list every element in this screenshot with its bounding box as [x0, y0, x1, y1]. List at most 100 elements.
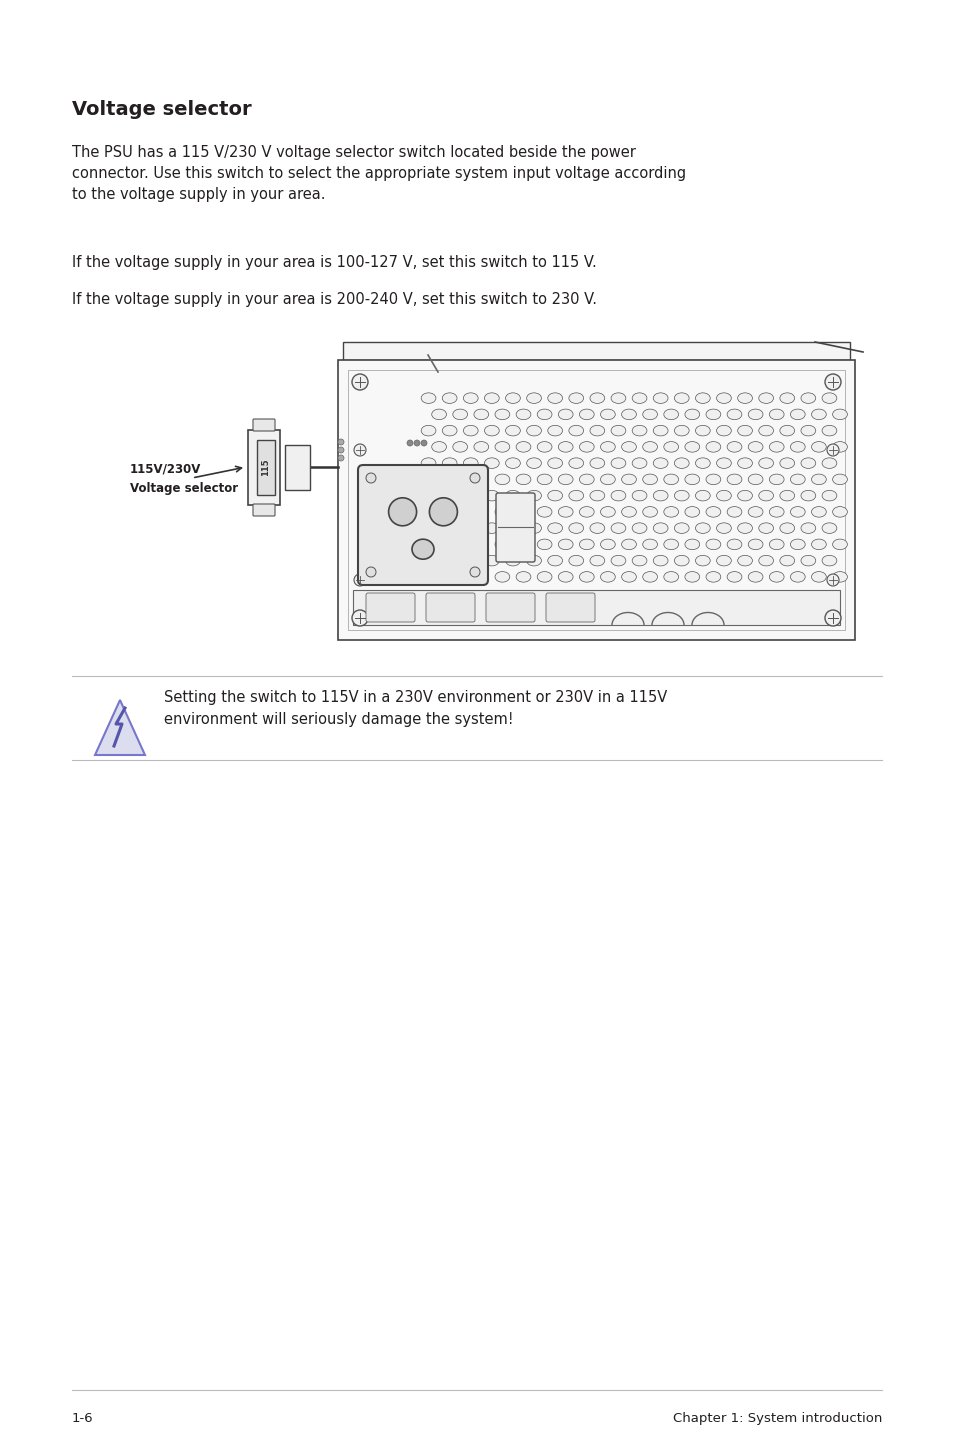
Ellipse shape	[611, 523, 625, 533]
Circle shape	[414, 440, 419, 446]
Ellipse shape	[758, 555, 773, 567]
Circle shape	[352, 374, 368, 390]
Ellipse shape	[821, 523, 836, 533]
Ellipse shape	[642, 571, 657, 582]
Ellipse shape	[684, 539, 699, 549]
Ellipse shape	[578, 571, 594, 582]
Ellipse shape	[695, 457, 709, 469]
Ellipse shape	[526, 457, 541, 469]
Ellipse shape	[642, 441, 657, 452]
Ellipse shape	[737, 457, 752, 469]
Ellipse shape	[611, 426, 625, 436]
Ellipse shape	[359, 467, 485, 582]
Ellipse shape	[790, 408, 804, 420]
Ellipse shape	[790, 475, 804, 485]
Ellipse shape	[463, 523, 477, 533]
Ellipse shape	[453, 475, 467, 485]
Ellipse shape	[705, 408, 720, 420]
Text: 1-6: 1-6	[71, 1412, 93, 1425]
Ellipse shape	[547, 523, 562, 533]
Ellipse shape	[516, 506, 530, 518]
Ellipse shape	[578, 408, 594, 420]
Circle shape	[429, 498, 456, 526]
Ellipse shape	[758, 426, 773, 436]
Ellipse shape	[768, 506, 783, 518]
Ellipse shape	[832, 441, 846, 452]
Ellipse shape	[611, 457, 625, 469]
Circle shape	[420, 440, 427, 446]
Circle shape	[824, 610, 841, 626]
Ellipse shape	[737, 523, 752, 533]
Ellipse shape	[412, 539, 434, 559]
Ellipse shape	[737, 555, 752, 567]
Ellipse shape	[568, 426, 583, 436]
Ellipse shape	[653, 555, 667, 567]
Ellipse shape	[832, 571, 846, 582]
Ellipse shape	[695, 555, 709, 567]
Ellipse shape	[505, 523, 519, 533]
Ellipse shape	[442, 523, 456, 533]
Ellipse shape	[432, 571, 446, 582]
Ellipse shape	[832, 408, 846, 420]
Ellipse shape	[589, 393, 604, 404]
Ellipse shape	[674, 426, 688, 436]
Ellipse shape	[768, 571, 783, 582]
Ellipse shape	[642, 506, 657, 518]
Ellipse shape	[632, 490, 646, 500]
Ellipse shape	[642, 408, 657, 420]
Ellipse shape	[653, 457, 667, 469]
Ellipse shape	[578, 506, 594, 518]
Ellipse shape	[589, 555, 604, 567]
Ellipse shape	[674, 490, 688, 500]
Ellipse shape	[674, 523, 688, 533]
Ellipse shape	[505, 426, 519, 436]
Ellipse shape	[811, 506, 825, 518]
Ellipse shape	[758, 490, 773, 500]
Bar	[285, 444, 310, 490]
Ellipse shape	[474, 506, 488, 518]
Ellipse shape	[558, 408, 573, 420]
Ellipse shape	[568, 555, 583, 567]
Ellipse shape	[599, 506, 615, 518]
Ellipse shape	[568, 490, 583, 500]
Ellipse shape	[716, 490, 731, 500]
Ellipse shape	[642, 539, 657, 549]
Ellipse shape	[779, 490, 794, 500]
Ellipse shape	[632, 393, 646, 404]
FancyBboxPatch shape	[496, 493, 535, 562]
Circle shape	[470, 567, 479, 577]
Ellipse shape	[420, 490, 436, 500]
Ellipse shape	[832, 539, 846, 549]
Ellipse shape	[801, 393, 815, 404]
Ellipse shape	[790, 441, 804, 452]
Ellipse shape	[484, 523, 498, 533]
Ellipse shape	[705, 506, 720, 518]
Circle shape	[470, 473, 479, 483]
Circle shape	[366, 567, 375, 577]
Ellipse shape	[674, 393, 688, 404]
Ellipse shape	[420, 457, 436, 469]
Ellipse shape	[716, 393, 731, 404]
Ellipse shape	[684, 408, 699, 420]
Ellipse shape	[516, 441, 530, 452]
Ellipse shape	[568, 457, 583, 469]
Ellipse shape	[547, 490, 562, 500]
Ellipse shape	[801, 523, 815, 533]
Ellipse shape	[516, 539, 530, 549]
Ellipse shape	[432, 475, 446, 485]
Ellipse shape	[726, 571, 741, 582]
Ellipse shape	[547, 393, 562, 404]
Bar	[337, 360, 854, 640]
Ellipse shape	[726, 408, 741, 420]
Circle shape	[354, 574, 366, 587]
Ellipse shape	[505, 490, 519, 500]
Ellipse shape	[537, 408, 552, 420]
Ellipse shape	[495, 571, 509, 582]
Ellipse shape	[495, 441, 509, 452]
Ellipse shape	[758, 457, 773, 469]
Bar	[343, 342, 849, 360]
Ellipse shape	[674, 457, 688, 469]
Ellipse shape	[621, 506, 636, 518]
FancyBboxPatch shape	[426, 592, 475, 623]
Circle shape	[352, 610, 368, 626]
